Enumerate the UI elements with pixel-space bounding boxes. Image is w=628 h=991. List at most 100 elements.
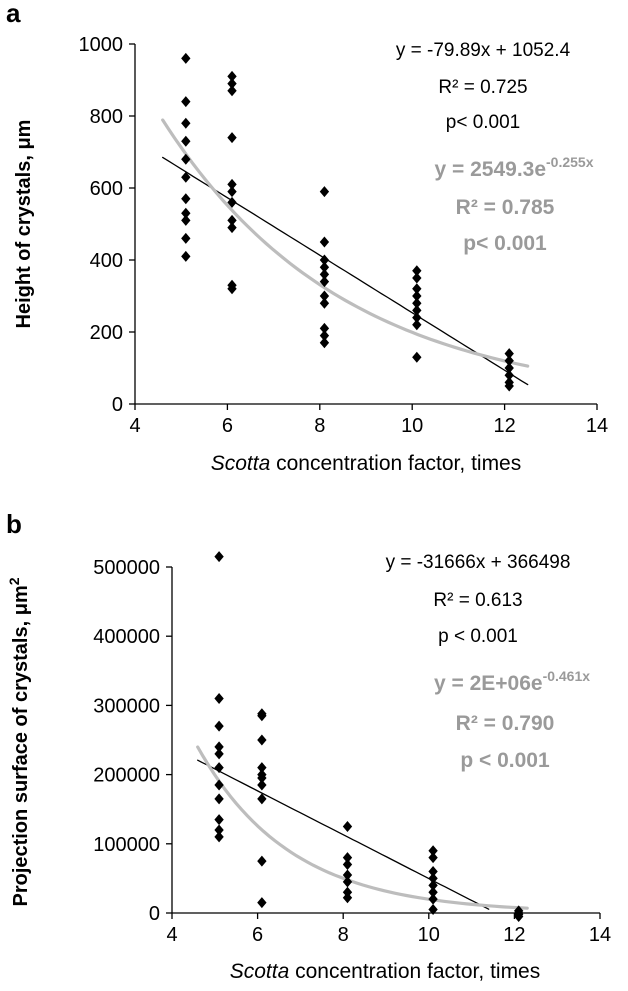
data-point — [227, 222, 237, 234]
data-point — [428, 845, 438, 857]
data-point — [412, 319, 422, 331]
panel-b-trendlines — [196, 745, 529, 910]
panel-a-linear-r2: R² = 0.725 — [438, 77, 527, 98]
x-tick-label: 14 — [589, 924, 611, 946]
panel-b-y-axis-label-main: Projection surface of crystals, μm — [10, 585, 32, 906]
x-tick-label: 10 — [401, 415, 423, 437]
panel-b-y-axis-title: Projection surface of crystals, μm2 — [6, 577, 32, 906]
data-point — [412, 351, 422, 363]
y-tick-label: 800 — [90, 106, 123, 128]
data-point — [257, 762, 267, 774]
data-point — [214, 824, 224, 836]
panel-a-linear-equation: y = -79.89x + 1052.4 — [396, 40, 571, 61]
x-tick-label: 8 — [338, 924, 349, 946]
y-tick-label: 300000 — [93, 695, 160, 717]
data-point — [319, 290, 330, 302]
data-point — [342, 892, 353, 904]
panel-a-linear-annotation: y = -79.89x + 1052.4 R² = 0.725 p< 0.001 — [396, 40, 571, 133]
panel-b-x-axis-label: Scotta concentration factor, times — [230, 960, 541, 983]
data-point — [319, 337, 330, 349]
linear-trendline — [162, 156, 529, 386]
data-point — [257, 710, 267, 722]
y-tick-label: 400000 — [93, 626, 160, 648]
data-point — [257, 897, 267, 909]
data-point — [214, 814, 224, 826]
data-point — [504, 369, 514, 381]
data-point — [227, 186, 237, 198]
panel-letter-b: b — [6, 509, 22, 539]
data-point — [181, 117, 191, 129]
panel-b-x-ticks: 4 6 8 10 12 14 — [166, 913, 611, 946]
data-point — [342, 886, 353, 898]
data-point — [319, 186, 330, 198]
panel-b-linear-equation: y = -31666x + 366498 — [386, 552, 571, 573]
panel-a: a Height of crystals, μm 0 200 400 600 800 10… — [6, 0, 608, 475]
data-point — [257, 734, 267, 746]
data-point — [181, 250, 191, 262]
data-point — [428, 879, 438, 891]
panel-a-trendlines — [161, 118, 530, 386]
data-point — [214, 762, 224, 774]
data-point — [319, 276, 330, 288]
data-point — [319, 261, 330, 273]
data-point — [214, 741, 224, 753]
data-point — [319, 236, 330, 248]
panel-a-exp-r2: R² = 0.785 — [456, 196, 555, 219]
panel-a-exp-equation: y = 2549.3e-0.255x — [434, 154, 593, 181]
panel-b-y-axis-label-sup: 2 — [6, 577, 22, 585]
data-point — [214, 551, 224, 563]
linear-trendline — [197, 759, 490, 910]
panel-b-points — [214, 551, 524, 922]
panel-a-exp-annotation: y = 2549.3e-0.255x R² = 0.785 p< 0.001 — [434, 154, 593, 255]
data-point — [342, 869, 353, 881]
x-tick-label: 12 — [493, 415, 515, 437]
data-point — [214, 831, 224, 843]
data-point — [428, 872, 438, 884]
data-point — [412, 312, 422, 324]
panel-b-exp-equation: y = 2E+06e-0.461x — [434, 668, 590, 695]
panel-a-x-ticks: 4 6 8 10 12 14 — [129, 404, 608, 437]
data-point — [181, 193, 191, 205]
panel-b-exp-r2: R² = 0.790 — [456, 712, 555, 735]
y-tick-label: 200 — [90, 322, 123, 344]
panel-a-exp-equation-power: -0.255x — [546, 154, 594, 170]
panel-b-exp-p: p < 0.001 — [460, 749, 550, 772]
data-point — [342, 852, 353, 864]
data-point — [412, 265, 422, 277]
data-point — [214, 779, 224, 791]
data-point — [181, 52, 191, 64]
data-point — [257, 772, 267, 784]
data-point — [214, 720, 224, 732]
data-point — [181, 171, 191, 183]
y-tick-label: 600 — [90, 178, 123, 200]
panel-b-y-ticks: 0 100000 200000 300000 400000 500000 — [93, 557, 172, 925]
exponential-trendline — [161, 118, 530, 368]
data-point — [214, 748, 224, 760]
data-point — [227, 196, 237, 208]
data-point — [412, 297, 422, 309]
data-point — [428, 886, 438, 898]
panel-b-exp-annotation: y = 2E+06e-0.461x R² = 0.790 p < 0.001 — [434, 668, 590, 772]
data-point — [412, 283, 422, 295]
data-point — [319, 322, 330, 334]
y-tick-label: 0 — [112, 394, 123, 416]
data-point — [319, 297, 330, 309]
y-tick-label: 100000 — [93, 834, 160, 856]
data-point — [412, 272, 422, 284]
x-tick-label: 12 — [503, 924, 525, 946]
data-point — [214, 692, 224, 704]
data-point — [181, 96, 191, 108]
data-point — [181, 232, 191, 244]
data-point — [257, 855, 267, 867]
panel-letter-a: a — [6, 0, 21, 28]
data-point — [319, 254, 330, 266]
y-tick-label: 200000 — [93, 765, 160, 787]
data-point — [227, 178, 237, 190]
data-point — [412, 290, 422, 302]
data-point — [428, 893, 438, 905]
panel-a-x-axis-label: Scotta concentration factor, times — [211, 452, 522, 475]
y-tick-label: 0 — [149, 903, 160, 925]
panel-b-x-axis-label-rest: concentration factor, times — [289, 960, 540, 983]
exponential-trendline — [196, 745, 529, 910]
data-point — [504, 380, 514, 392]
